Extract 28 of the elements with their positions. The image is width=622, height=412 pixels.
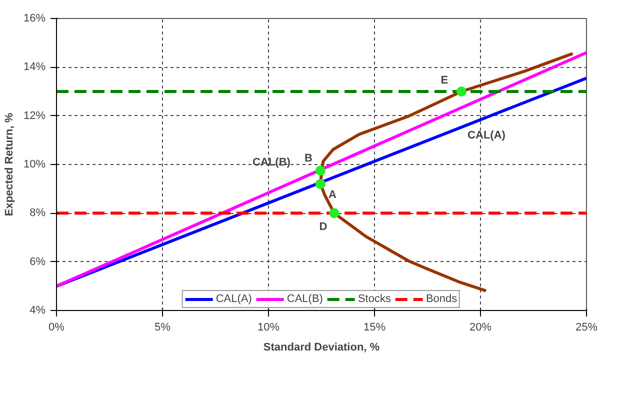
point — [329, 208, 340, 218]
x-tick-label: 10% — [257, 322, 280, 334]
point — [456, 86, 466, 96]
annotation: CAL(A) — [468, 130, 506, 142]
legend-label: CAL(A) — [216, 293, 252, 305]
y-tick-label: 6% — [30, 256, 46, 268]
legend-label: Bonds — [426, 293, 458, 305]
annotation: B — [304, 152, 312, 165]
point — [315, 166, 326, 176]
y-tick-label: 12% — [23, 110, 46, 122]
x-tick-label: 0% — [48, 322, 65, 334]
y-tick-label: 4% — [30, 304, 46, 316]
y-tick-label: 8% — [30, 207, 46, 220]
annotation: A — [328, 188, 336, 201]
annotation: D — [319, 221, 328, 234]
y-tick-label: 16% — [23, 12, 46, 24]
y-tick-label: 14% — [23, 61, 46, 74]
x-tick-label: 25% — [575, 322, 598, 334]
x-tick-label: 5% — [154, 322, 171, 334]
legend-label: Stocks — [358, 293, 391, 305]
x-tick-label: 15% — [363, 322, 386, 334]
x-axis-title: Standard Deviation, % — [263, 342, 380, 354]
point — [315, 178, 326, 189]
legend-label: CAL(B) — [286, 293, 323, 305]
x-tick-label: 20% — [469, 322, 492, 334]
annotation: E — [440, 74, 448, 86]
y-axis-title: Expected Return, % — [3, 112, 16, 216]
y-tick-label: 10% — [23, 158, 46, 170]
